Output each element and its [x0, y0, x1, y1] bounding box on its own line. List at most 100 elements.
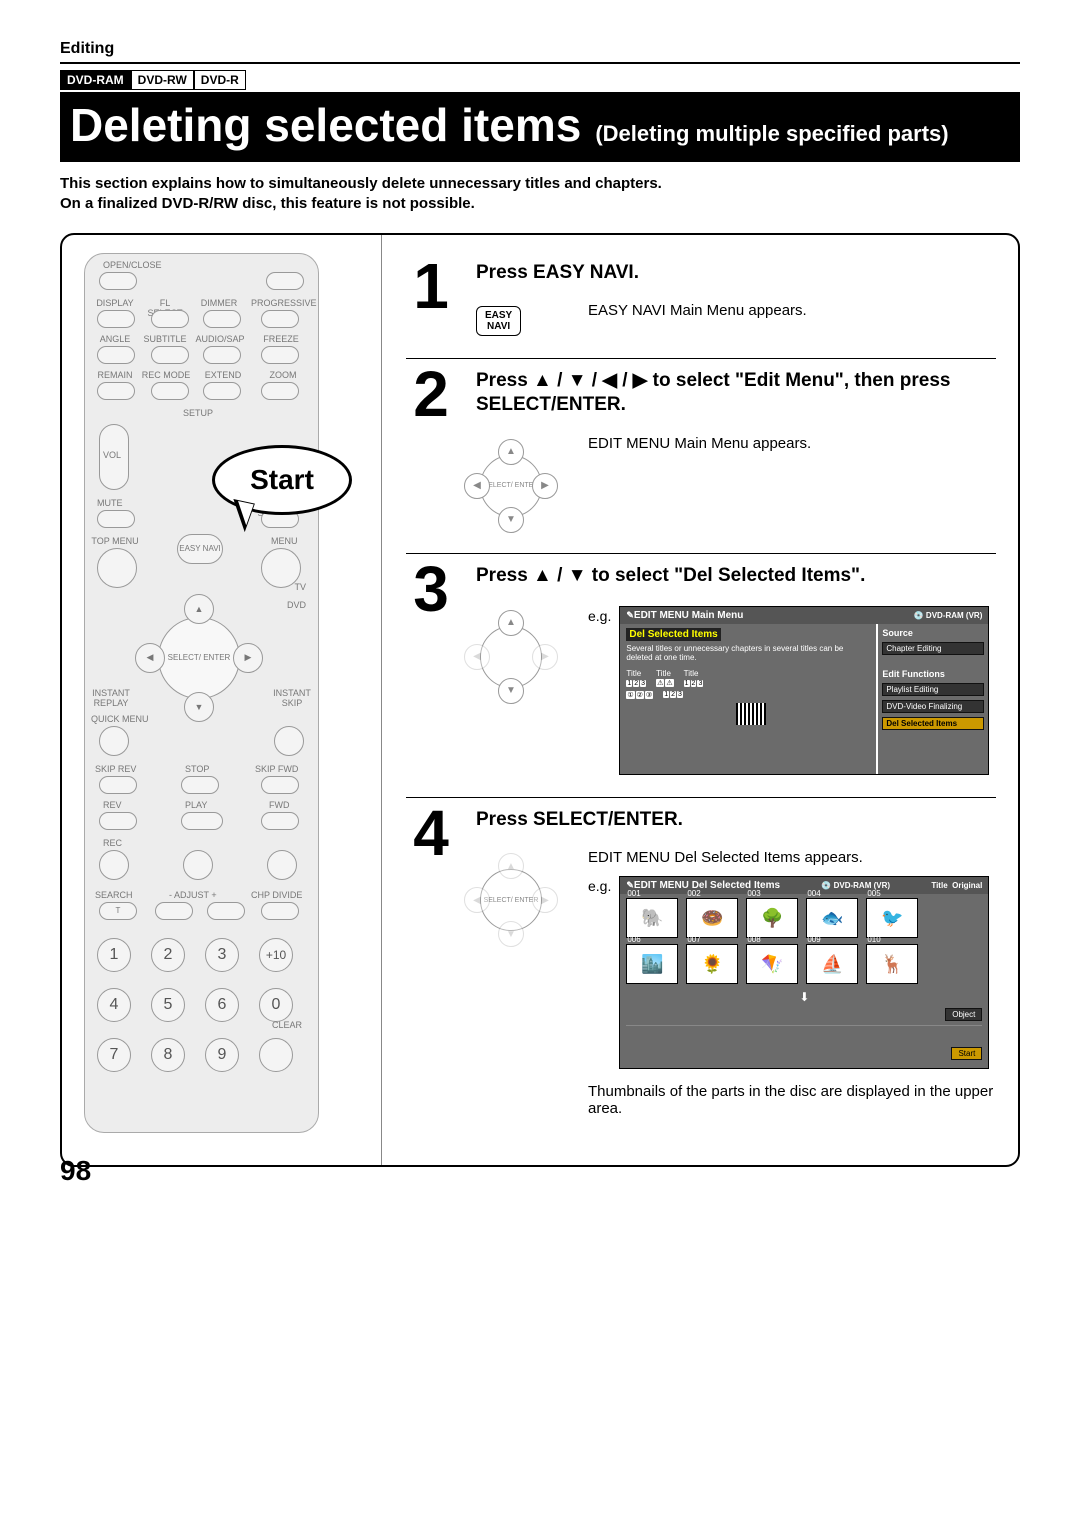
up-arrow-icon: ▲	[498, 610, 524, 636]
object-label: Object	[945, 1008, 982, 1021]
label-extend: EXTEND	[201, 370, 245, 380]
thumb-002: 002🍩	[686, 898, 738, 938]
btn-remain	[97, 382, 135, 400]
label-rec: REC	[103, 838, 122, 848]
down-indicator-icon: ⬇	[626, 990, 982, 1004]
label-progressive: PROGRESSIVE	[251, 298, 307, 308]
step-4-title: Press SELECT/ENTER.	[476, 808, 996, 832]
side-dvd-finalizing: DVD-Video Finalizing	[882, 700, 984, 713]
side-chapter-editing: Chapter Editing	[882, 642, 984, 655]
down-arrow-icon: ▼	[498, 507, 524, 533]
screen4-original: Original	[952, 881, 982, 890]
btn-extra	[267, 850, 297, 880]
start-callout: Start	[212, 445, 352, 515]
right-arrow-icon: ▶	[532, 644, 558, 670]
thumb-009: 009⛵	[806, 944, 858, 984]
down-arrow-icon: ▼	[498, 678, 524, 704]
step-3-eg: e.g.	[588, 606, 611, 624]
banner-subtitle: (Deleting multiple specified parts)	[595, 121, 948, 147]
remote-dpad: SELECT/ ENTER ▲ ▼ ◀ ▶	[139, 598, 259, 718]
step-3-number: 3	[406, 564, 456, 775]
label-quick-menu: QUICK MENU	[91, 714, 149, 724]
main-content-box: OPEN/CLOSE DISPLAY FL SELECT DIMMER PROG…	[60, 233, 1020, 1168]
label-stop: STOP	[185, 764, 209, 774]
tag-dvd-rw: DVD-RW	[131, 70, 194, 90]
side-del-selected: Del Selected Items	[882, 717, 984, 730]
label-dimmer: DIMMER	[197, 298, 241, 308]
screen4-title-word: Title	[931, 881, 947, 890]
num-1: 1	[97, 938, 131, 972]
screen4-disc: DVD-RAM (VR)	[834, 881, 890, 890]
num-plus10: +10	[259, 938, 293, 972]
num-9: 9	[205, 1038, 239, 1072]
title-word: Title	[626, 669, 641, 678]
thumb-007: 007🌻	[686, 944, 738, 984]
btn-skip-rev	[99, 776, 137, 794]
step-1-desc: EASY NAVI Main Menu appears.	[588, 302, 807, 319]
screen3-sel-desc: Several titles or unnecessary chapters i…	[626, 644, 870, 663]
right-arrow-icon: ▶	[532, 887, 558, 913]
down-arrow-icon: ▼	[498, 921, 524, 947]
step-2-title: Press ▲ / ▼ / ◀ / ▶ to select "Edit Menu…	[476, 369, 996, 417]
remote-column: OPEN/CLOSE DISPLAY FL SELECT DIMMER PROG…	[62, 235, 382, 1166]
btn-rec	[99, 850, 129, 880]
start-label: Start	[250, 464, 314, 496]
label-tv: TV	[294, 582, 306, 592]
step-1-title: Press EASY NAVI.	[476, 261, 996, 285]
label-remain: REMAIN	[95, 370, 135, 380]
btn-star	[274, 726, 304, 756]
step-4-number: 4	[406, 808, 456, 1128]
btn-mute	[97, 510, 135, 528]
num-6: 6	[205, 988, 239, 1022]
start-label-screen: Start	[951, 1047, 982, 1060]
btn-adjust-minus	[155, 902, 193, 920]
thumb-004: 004🐟	[806, 898, 858, 938]
banner-title: Deleting selected items	[70, 98, 581, 152]
btn-angle	[97, 346, 135, 364]
step-1: 1 Press EASY NAVI. EASYNAVI EASY NAVI Ma…	[406, 251, 996, 360]
step-4-eg: e.g.	[588, 876, 611, 894]
remote-right-icon: ▶	[233, 643, 263, 673]
step-3-screen: ✎EDIT MENU Main Menu 💿 DVD-RAM (VR) Del …	[619, 606, 989, 775]
num-4: 4	[97, 988, 131, 1022]
step-4-footnote: Thumbnails of the parts in the disc are …	[588, 1083, 996, 1117]
intro-text: This section explains how to simultaneou…	[60, 174, 1020, 215]
num-7: 7	[97, 1038, 131, 1072]
label-clear: CLEAR	[272, 1020, 302, 1030]
label-skip-fwd: SKIP FWD	[255, 764, 298, 774]
up-arrow-icon: ▲	[498, 439, 524, 465]
btn-play	[181, 812, 223, 830]
label-angle: ANGLE	[95, 334, 135, 344]
label-play: PLAY	[185, 800, 207, 810]
btn-pause	[183, 850, 213, 880]
num-2: 2	[151, 938, 185, 972]
remote-down-icon: ▼	[184, 692, 214, 722]
intro-line-2: On a finalized DVD-R/RW disc, this featu…	[60, 194, 1020, 214]
label-freeze: FREEZE	[261, 334, 301, 344]
btn-progressive	[261, 310, 299, 328]
thumb-num: 004	[807, 889, 820, 898]
btn-rev	[99, 812, 137, 830]
label-adjust: - ADJUST +	[169, 890, 217, 900]
label-chp-divide: CHP DIVIDE	[251, 890, 302, 900]
section-header: Editing	[60, 40, 1020, 64]
thumb-num: 008	[747, 935, 760, 944]
step-4-desc: EDIT MENU Del Selected Items appears.	[588, 849, 996, 866]
label-menu: MENU	[271, 536, 298, 546]
label-skip-rev: SKIP REV	[95, 764, 136, 774]
btn-chp-divide	[261, 902, 299, 920]
num-3: 3	[205, 938, 239, 972]
btn-zoom	[261, 382, 299, 400]
num-8: 8	[151, 1038, 185, 1072]
label-audio: AUDIO/SAP	[195, 334, 245, 344]
intro-line-1: This section explains how to simultaneou…	[60, 174, 1020, 194]
step-3-dpad: ▲ ▼ ◀ ▶	[466, 612, 556, 702]
label-vol: VOL	[103, 450, 121, 460]
step-4-screen: ✎EDIT MENU Del Selected Items 💿 DVD-RAM …	[619, 876, 989, 1069]
num-0: 0	[259, 988, 293, 1022]
btn-freeze	[261, 346, 299, 364]
label-mute: MUTE	[97, 498, 123, 508]
btn-skip-fwd	[261, 776, 299, 794]
label-instant-skip: INSTANT SKIP	[270, 688, 314, 708]
numpad: 1 2 3 +10 4 5 6 0 7 8 9	[97, 938, 307, 1082]
